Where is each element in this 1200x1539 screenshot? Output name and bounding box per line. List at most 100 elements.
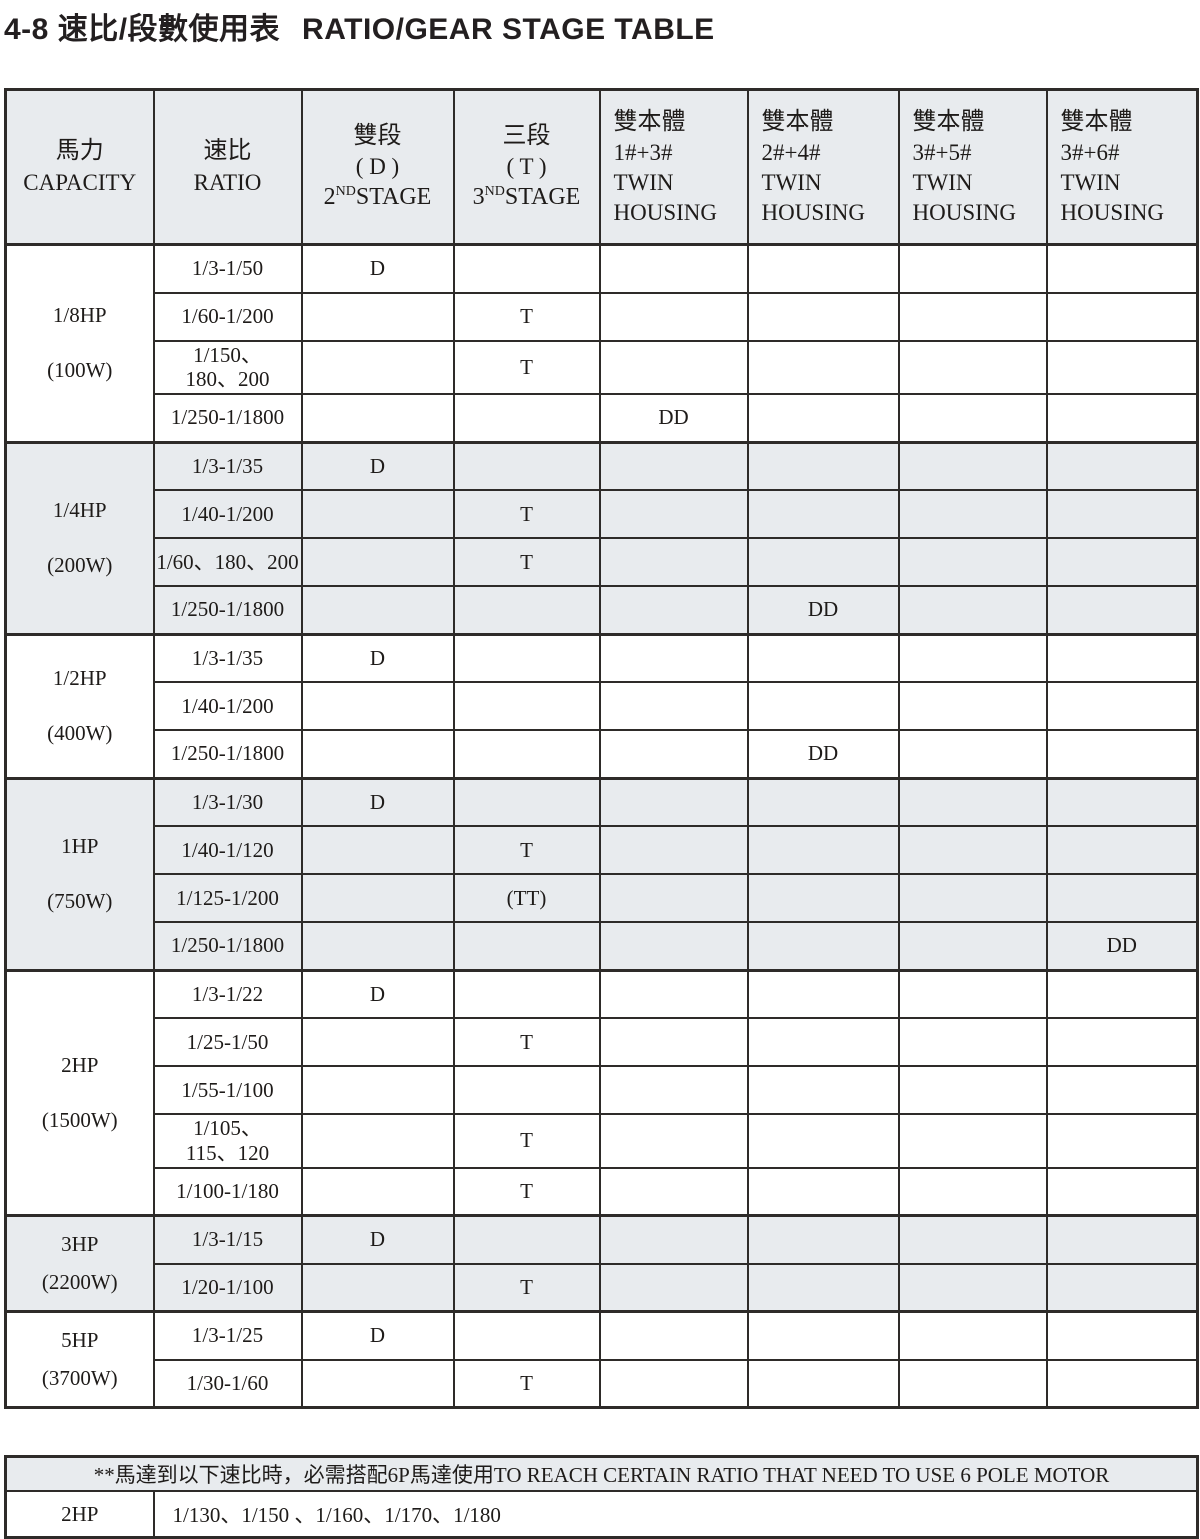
table-row: 1/40-1/200	[6, 681, 1199, 732]
table-row: 1/40-1/120 T	[6, 825, 1199, 876]
twin-1-3-cell	[598, 1017, 749, 1068]
stage2-cell	[300, 291, 455, 342]
ratio-table-body: 1/8HP (100W) 1/3-1/50 D 1/60-1/200 T 1/150、 18…	[4, 243, 1199, 1409]
ratio-cell: 1/20-1/100	[152, 1262, 303, 1313]
twin-3-6-cell	[1045, 489, 1199, 540]
twin-3-6-cell	[1045, 1214, 1199, 1265]
column-header-ratio-en: RATIO	[193, 169, 262, 195]
table-row: 1/250-1/1800 DD	[6, 585, 1199, 636]
capacity-cell-content: 1/8HP (100W)	[8, 303, 152, 382]
twin-3-6-cell	[1045, 339, 1199, 396]
twin-2-4-cell	[746, 1065, 900, 1116]
twin-1-3-cell: DD	[598, 393, 749, 444]
column-header-twin-1-3: 雙本體 1#+3# TWIN HOUSING	[598, 88, 749, 246]
stage3-cell	[452, 1065, 601, 1116]
stage-sup: ND	[335, 183, 356, 199]
twin-2-4-cell: DD	[746, 585, 900, 636]
column-header-2nd-stage: 雙段 ( D ) 2NDSTAGE	[300, 88, 455, 246]
twin-3-6-cell	[1045, 632, 1199, 684]
twin-header-code: 2#+4#	[761, 139, 821, 165]
twin-1-3-cell	[598, 1065, 749, 1116]
stage-sup: ND	[484, 183, 505, 199]
table-row: 5HP (3700W) 1/3-1/25 D	[4, 1310, 1199, 1409]
ratio-cell: 1/3-1/35	[152, 440, 303, 492]
capacity-hp: 1/4HP	[52, 497, 107, 522]
stage3-cell	[452, 1310, 601, 1361]
twin-3-5-cell	[897, 537, 1048, 588]
twin-2-4-cell	[746, 1262, 900, 1313]
twin-2-4-cell	[746, 1166, 900, 1217]
stage3-cell	[452, 632, 601, 684]
ratio-cell: 1/25-1/50	[152, 1017, 303, 1068]
twin-1-3-cell	[598, 968, 749, 1020]
twin-2-4-cell	[746, 440, 900, 492]
twin-header-housing: HOUSING	[613, 199, 718, 225]
capacity-cell: 1/2HP (400W)	[4, 632, 155, 780]
column-header-2nd-stage-zh: 雙段	[353, 122, 402, 149]
twin-1-3-cell	[598, 440, 749, 492]
stage2-cell	[300, 393, 455, 444]
ratio-cell: 1/250-1/1800	[152, 393, 303, 444]
stage2-cell	[300, 1358, 455, 1409]
stage2-cell	[300, 1262, 455, 1313]
stage3-cell: (TT)	[452, 873, 601, 924]
table-row: 3HP (2200W) 1/3-1/15 D	[4, 1214, 1199, 1313]
stage2-cell	[300, 921, 455, 972]
twin-1-3-cell	[598, 921, 749, 972]
page-title-en: RATIO/GEAR STAGE TABLE	[302, 13, 715, 46]
stage3-cell	[452, 585, 601, 636]
twin-2-4-cell	[746, 1017, 900, 1068]
twin-1-3-cell	[598, 1214, 749, 1265]
note-data-row: 2HP 1/130、1/150 、1/160、1/170、1/180	[4, 1490, 1199, 1539]
stage2-cell: D	[300, 243, 455, 294]
stage2-cell: D	[300, 1214, 455, 1265]
twin-2-4-cell	[746, 921, 900, 972]
capacity-cell-content: 1/4HP (200W)	[8, 497, 152, 577]
twin-2-4-cell	[746, 537, 900, 588]
twin-2-4-cell	[746, 825, 900, 876]
capacity-hp: 1/8HP	[52, 303, 107, 328]
ratio-cell: 1/250-1/1800	[152, 729, 303, 780]
twin-3-6-cell	[1045, 968, 1199, 1020]
twin-1-3-cell	[598, 339, 749, 396]
stage2-cell	[300, 1065, 455, 1116]
twin-2-4-cell	[746, 339, 900, 396]
stage3-cell: T	[452, 537, 601, 588]
twin-header-twin: TWIN	[761, 169, 822, 195]
stage2-cell	[300, 489, 455, 540]
twin-3-5-cell	[897, 1017, 1048, 1068]
stage2-cell	[300, 873, 455, 924]
twin-3-5-cell	[897, 339, 1048, 396]
twin-header-zh: 雙本體	[613, 108, 686, 135]
twin-3-5-cell	[897, 873, 1048, 924]
stage2-cell	[300, 729, 455, 780]
twin-3-6-cell	[1045, 393, 1199, 444]
ratio-cell: 1/3-1/50	[152, 243, 303, 294]
stage3-cell	[452, 440, 601, 492]
ratio-cell: 1/3-1/30	[152, 776, 303, 828]
stage2-cell	[300, 537, 455, 588]
twin-3-6-cell	[1045, 1358, 1199, 1409]
table-row: 1/2HP (400W) 1/3-1/35 D	[4, 632, 1199, 780]
stage3-cell: T	[452, 1358, 601, 1409]
capacity-cell-content: 3HP (2200W)	[8, 1233, 152, 1293]
stage3-cell	[452, 393, 601, 444]
twin-2-4-cell	[746, 1358, 900, 1409]
note-header-row: **馬達到以下速比時，必需搭配6P馬達使用TO REACH CERTAIN RA…	[4, 1455, 1199, 1492]
twin-header-code: 3#+5#	[912, 139, 972, 165]
table-row: 1/250-1/1800 DD	[6, 393, 1199, 444]
ratio-cell: 1/100-1/180	[152, 1166, 303, 1217]
twin-3-5-cell	[897, 1166, 1048, 1217]
twin-3-5-cell	[897, 729, 1048, 780]
capacity-cell-content: 1/2HP (400W)	[8, 666, 152, 745]
twin-header-twin: TWIN	[912, 169, 973, 195]
twin-3-5-cell	[897, 1113, 1048, 1169]
table-row: 1/25-1/50 T	[6, 1017, 1199, 1068]
column-header-twin-3-6: 雙本體 3#+6# TWIN HOUSING	[1045, 88, 1199, 246]
stage-word: STAGE	[504, 183, 581, 210]
twin-1-3-cell	[598, 825, 749, 876]
twin-2-4-cell	[746, 968, 900, 1020]
table-row: 1/30-1/60 T	[6, 1358, 1199, 1409]
column-header-twin-2-4: 雙本體 2#+4# TWIN HOUSING	[746, 88, 900, 246]
twin-3-5-cell	[897, 968, 1048, 1020]
